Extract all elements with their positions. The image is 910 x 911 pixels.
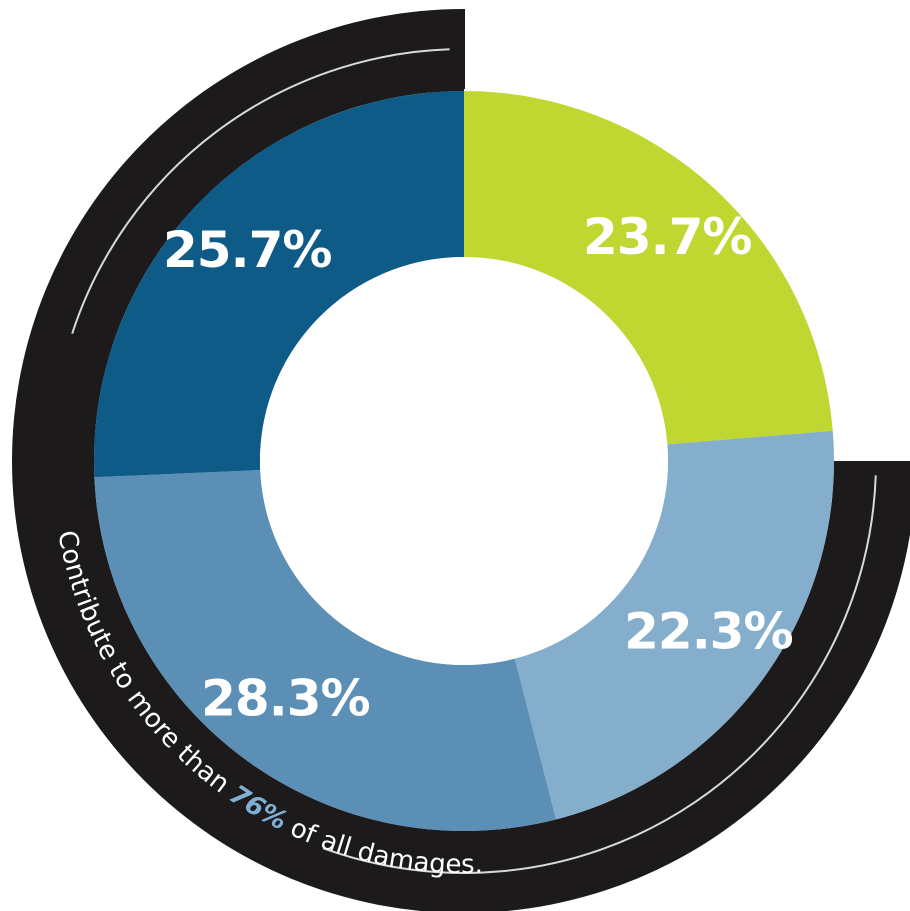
slice-label-green: 23.7%: [583, 208, 751, 266]
donut-slices: [94, 91, 834, 832]
slice-label-mid-blue: 28.3%: [201, 670, 369, 728]
slice-green: [464, 91, 833, 445]
black-arc-frame: [12, 9, 910, 911]
ring-cap-top: [463, 9, 465, 89]
slice-light-blue: [514, 430, 834, 820]
slice-label-light-blue: 22.3%: [624, 603, 792, 661]
slice-label-dark-blue: 25.7%: [163, 221, 331, 279]
slice-dark-blue: [94, 91, 464, 478]
slice-mid-blue: [94, 469, 557, 832]
ring-line-1: [71, 48, 450, 334]
slice-labels: 23.7% 22.3% 28.3% 25.7%: [163, 208, 794, 728]
donut-center-hole: [260, 257, 668, 665]
ring-line-0: [322, 475, 877, 874]
